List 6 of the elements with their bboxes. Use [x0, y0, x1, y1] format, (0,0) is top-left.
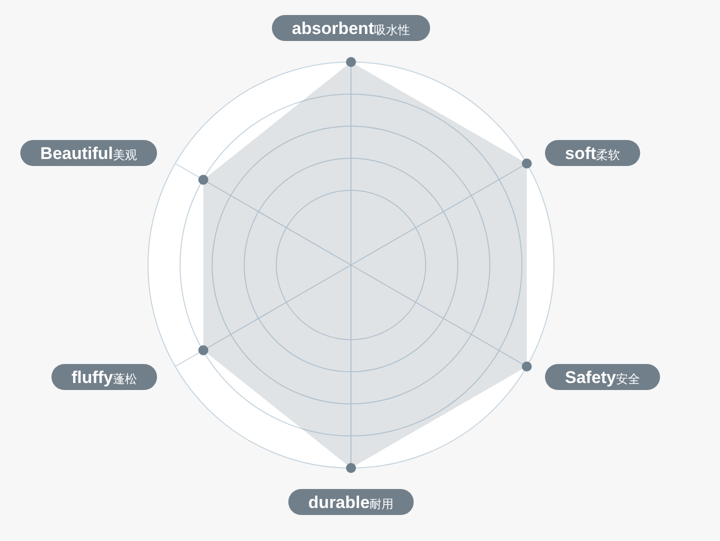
spoke-label: soft柔软: [564, 144, 620, 163]
spoke-label: Beautiful美观: [40, 144, 138, 163]
spoke-label: durable耐用: [308, 493, 394, 512]
spoke-label: Safety安全: [564, 368, 640, 387]
spoke-label: absorbent吸水性: [292, 19, 410, 38]
spoke-label: fluffy蓬松: [71, 368, 138, 387]
